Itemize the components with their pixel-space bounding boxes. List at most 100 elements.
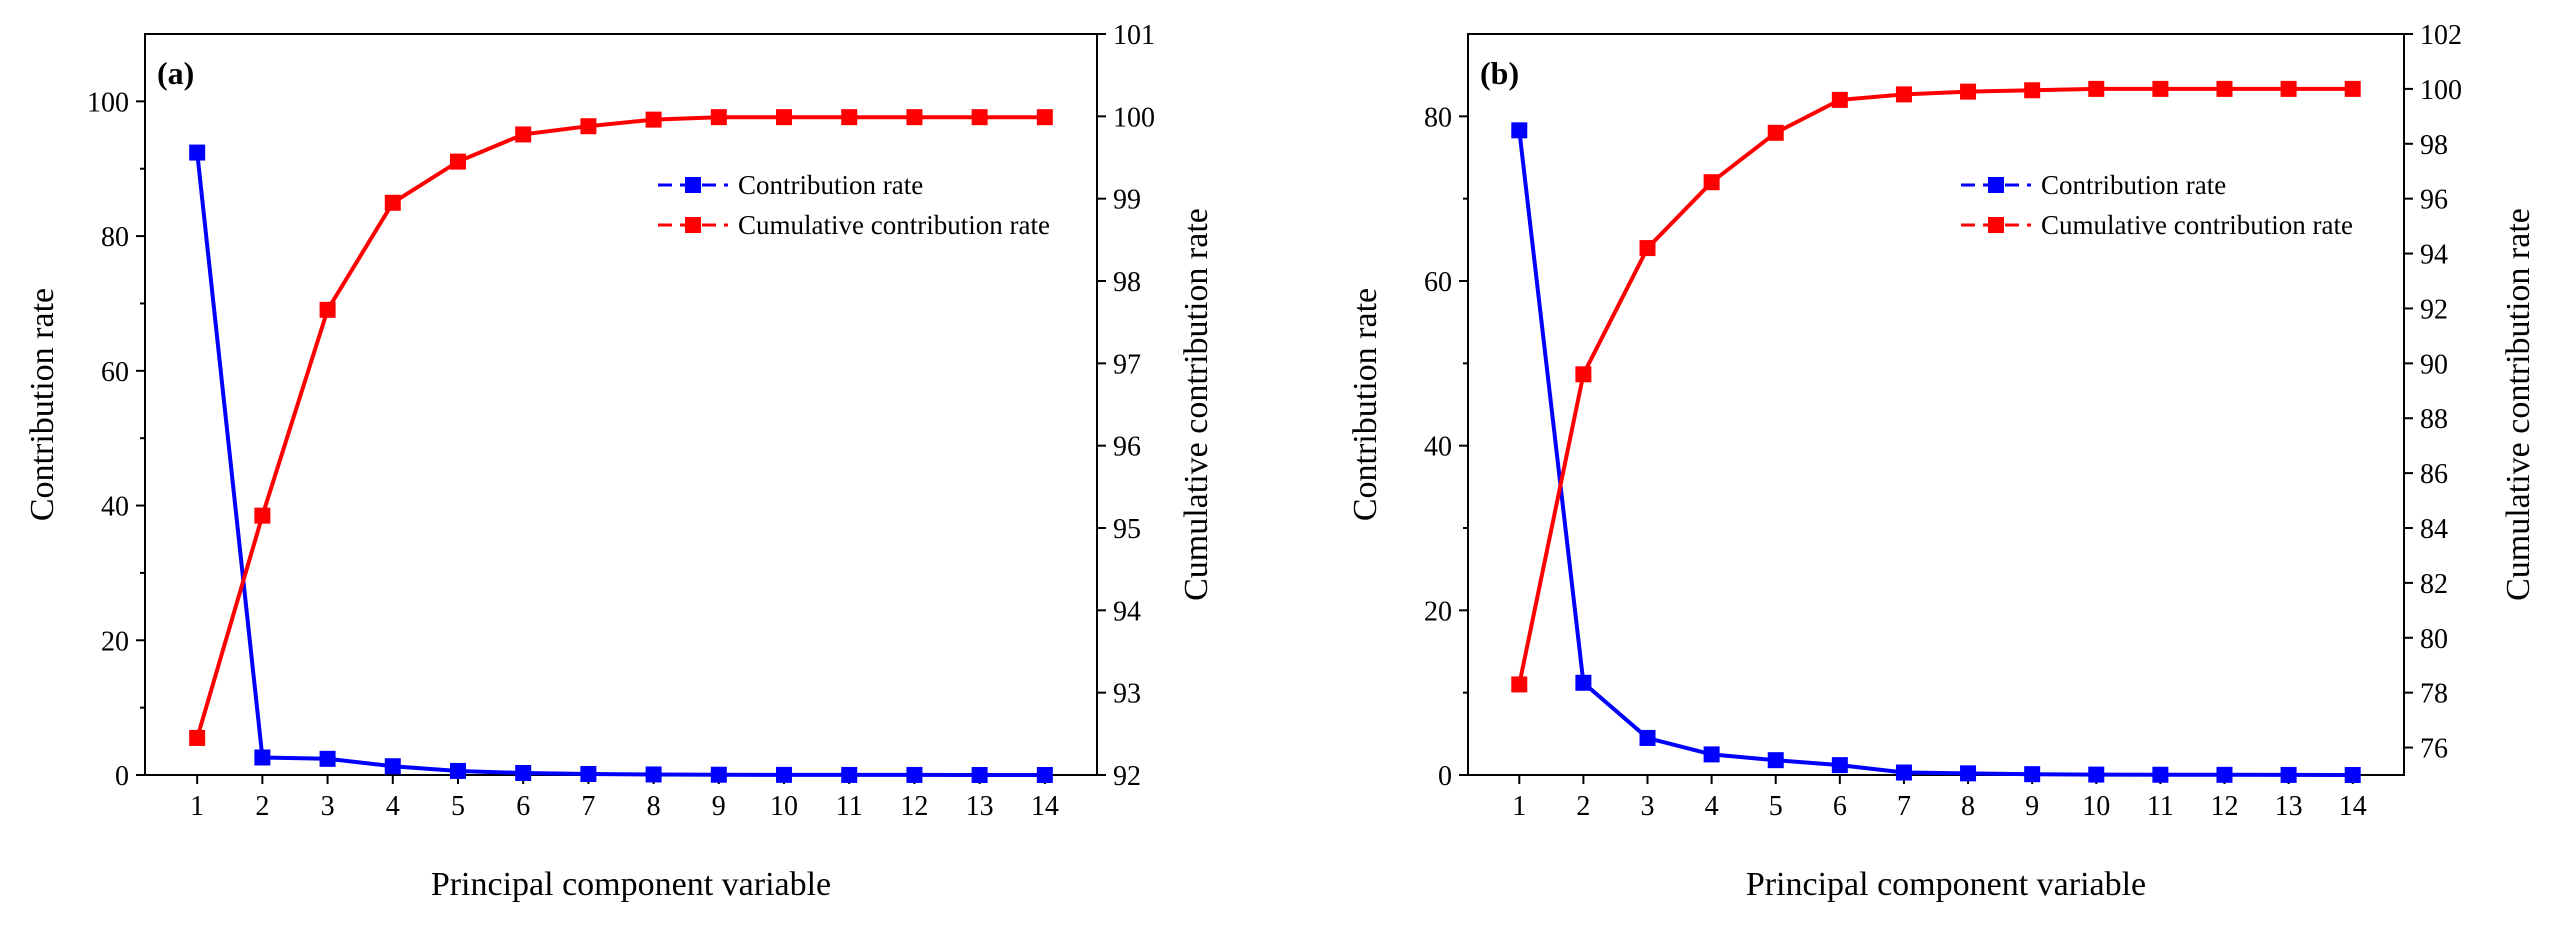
y-right-tick-label: 92 [2420,294,2448,325]
cumulative-contribution-line [195,115,1045,739]
y-tick-label: 60 [1424,267,1452,298]
contribution-rate-point [1767,752,1784,769]
x-tick-label: 11 [2147,791,2174,822]
cumulative-contribution-point [2344,80,2361,97]
y-right-tick-label: 90 [2420,349,2448,380]
x-tick-label: 14 [1031,791,1059,822]
cumulative-contribution-point [1511,676,1528,693]
y-right-tick-label: 101 [1113,20,1155,51]
y-right-tick-label: 76 [2420,734,2448,765]
y-right-tick-label: 80 [2420,624,2448,655]
x-tick-label: 7 [581,791,595,822]
x-tick-label: 6 [516,791,530,822]
y-right-tick-label: 92 [1113,761,1141,792]
cumulative-contribution-point [1895,86,1912,103]
contribution-rate-line [1517,130,2353,777]
panel-label: (a) [157,55,194,91]
cumulative-contribution-point [1960,83,1977,100]
y-right-tick-label: 99 [1113,185,1141,216]
y-right-tick-label: 86 [2420,459,2448,490]
y-right-tick-label: 98 [2420,130,2448,161]
chart-panel-a: 1 2 3 4 5 6 7 8 9 10 11 12 13 14020406080100929394959… [24,20,1215,903]
y-right-tick-label: 100 [1113,102,1155,133]
x-tick-label: 6 [1833,791,1847,822]
y-tick-label: 0 [1438,761,1452,792]
y-axis-title: Contribution rate [1347,288,1384,521]
cumulative-contribution-point [645,111,662,128]
y-right-axis-title: Cumulative contribution rate [2500,208,2537,601]
y-right-tick-label: 94 [1113,596,1141,627]
legend-marker [685,177,701,193]
cumulative-contribution-point [2024,82,2041,99]
y-right-tick-label: 84 [2420,514,2448,545]
legend-marker [685,217,701,233]
cumulative-contribution-point [319,301,336,318]
x-tick-label: 3 [321,791,335,822]
x-tick-label: 4 [1705,791,1719,822]
y-right-tick-label: 102 [2420,20,2462,51]
contribution-rate-point [841,766,858,783]
legend-label: Cumulative contribution rate [2041,210,2353,240]
contribution-rate-point [776,766,793,783]
cumulative-contribution-point [449,153,466,170]
x-tick-label: 7 [1897,791,1911,822]
legend-label: Cumulative contribution rate [738,210,1050,240]
cumulative-contribution-point [841,109,858,126]
y-tick-label: 80 [1424,102,1452,133]
cumulative-contribution-point [1767,124,1784,141]
y-right-tick-label: 96 [2420,185,2448,216]
panel-label: (b) [1480,55,1519,91]
contribution-rate-point [319,750,336,767]
contribution-rate-point [254,749,271,766]
y-right-tick-label: 95 [1113,514,1141,545]
y-right-tick-label: 96 [1113,432,1141,463]
y-tick-label: 80 [101,222,129,253]
contribution-rate-point [1960,765,1977,782]
x-tick-label: 12 [2210,791,2238,822]
x-axis-title: Principal component variable [1746,866,2146,903]
cumulative-contribution-point [906,109,923,126]
contribution-rate-point [2280,766,2297,783]
contribution-rate-point [710,766,727,783]
cumulative-contribution-point [1639,240,1656,257]
x-tick-label: 1 [190,791,204,822]
cumulative-contribution-point [776,109,793,126]
cumulative-contribution-point [384,194,401,211]
x-tick-label: 3 [1641,791,1655,822]
legend-label: Contribution rate [2041,170,2226,200]
y-right-tick-label: 100 [2420,75,2462,106]
contribution-rate-point [1895,764,1912,781]
contribution-rate-point [645,766,662,783]
cumulative-contribution-point [2216,80,2233,97]
y-tick-label: 40 [101,492,129,523]
x-tick-label: 8 [1961,791,1975,822]
x-tick-label: 2 [1576,791,1590,822]
y-tick-label: 0 [115,761,129,792]
legend: Contribution rate Cumulative contribution… [658,170,1050,240]
x-tick-label: 12 [900,791,928,822]
contribution-rate-line [195,152,1045,777]
legend: Contribution rate Cumulative contribution… [1961,170,2353,240]
cumulative-contribution-point [710,109,727,126]
y-right-tick-label: 97 [1113,349,1141,380]
y-right-tick-label: 94 [2420,240,2448,271]
cumulative-contribution-point [254,507,271,524]
cumulative-contribution-point [1831,91,1848,108]
contribution-rate-point [1703,746,1720,763]
legend-label: Contribution rate [738,170,923,200]
cumulative-contribution-line [1517,86,2353,685]
contribution-rate-point [1511,122,1528,139]
y-right-tick-label: 88 [2420,404,2448,435]
x-tick-label: 10 [770,791,798,822]
contribution-rate-point [2344,767,2361,783]
contribution-rate-point [906,766,923,783]
y-tick-label: 40 [1424,432,1452,463]
contribution-rate-point [1036,767,1053,783]
cumulative-contribution-point [1575,366,1592,383]
contribution-rate-point [1831,757,1848,774]
y-tick-label: 60 [101,357,129,388]
cumulative-contribution-point [2088,80,2105,97]
contribution-rate-point [2088,766,2105,783]
cumulative-contribution-point [515,126,532,143]
